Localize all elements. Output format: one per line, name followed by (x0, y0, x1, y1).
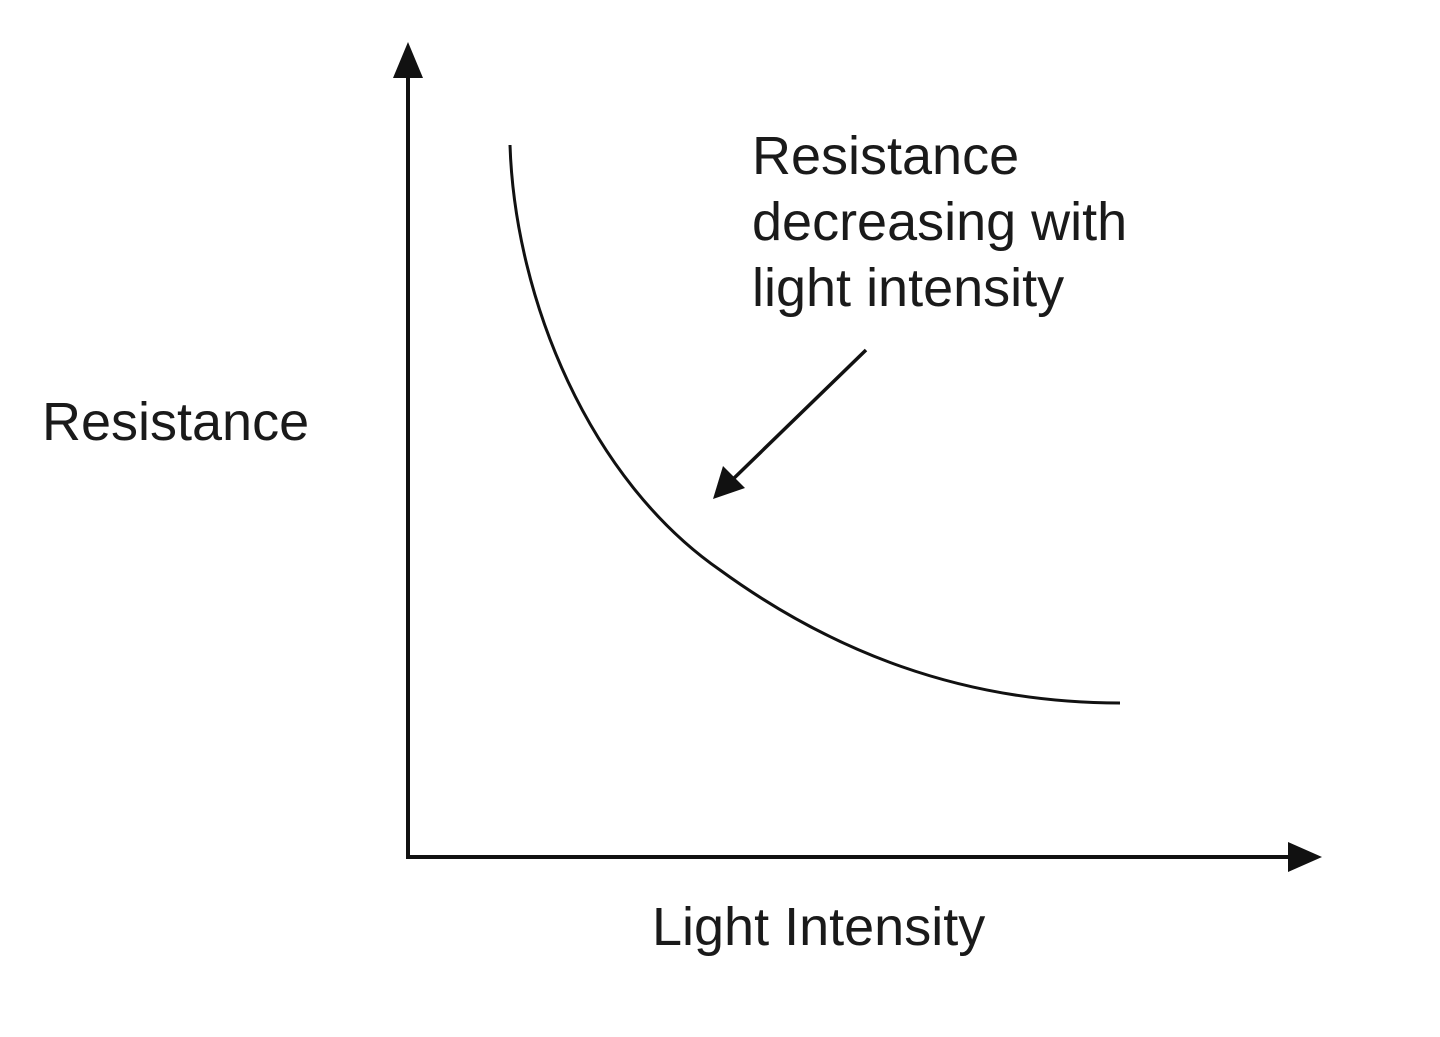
y-axis-label: Resistance (42, 392, 309, 452)
annotation-line: light intensity (752, 258, 1064, 318)
annotation-arrowhead (713, 466, 745, 499)
x-axis-arrowhead (1288, 842, 1322, 872)
y-axis-arrowhead (393, 42, 423, 78)
annotation-line: Resistance (752, 126, 1019, 186)
annotation-line: decreasing with (752, 192, 1127, 252)
x-axis-label: Light Intensity (652, 897, 985, 957)
resistance-curve (508, 144, 1121, 705)
annotation-arrow (726, 348, 868, 486)
